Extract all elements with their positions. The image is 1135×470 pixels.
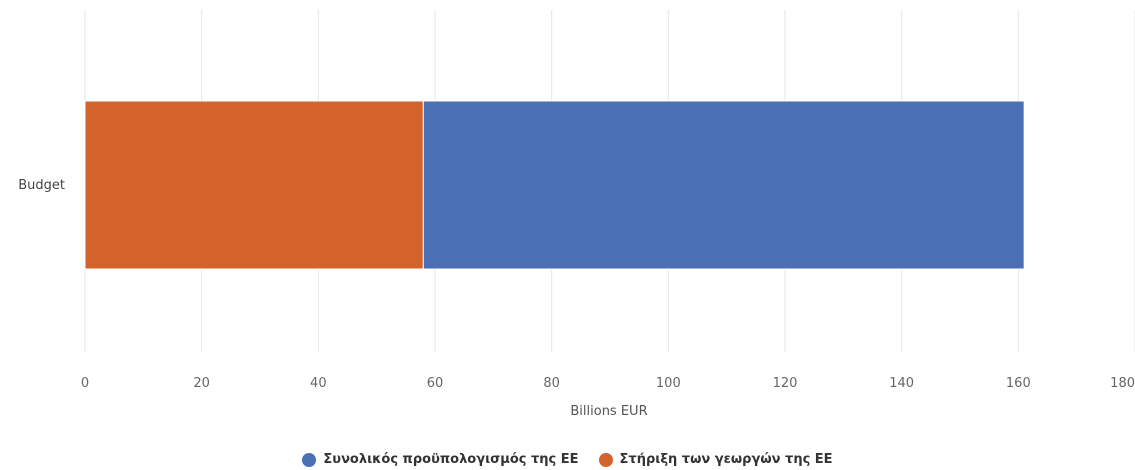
x-tick-label-120: 120 (773, 376, 798, 391)
x-axis-ticks: 0 20 40 60 80 100 120 140 160 180 (81, 376, 1135, 391)
legend-item-1[interactable]: Στήριξη των γεωργών της ΕΕ (598, 452, 833, 467)
y-axis-categories: Budget (18, 178, 65, 193)
bars (84, 100, 1025, 270)
bar-budget-series-1[interactable] (84, 100, 424, 270)
legend-item-0[interactable]: Συνολικός προϋπολογισμός της ΕΕ (302, 452, 579, 467)
x-tick-label-80: 80 (543, 376, 560, 391)
x-tick-label-20: 20 (193, 376, 210, 391)
legend-label: Στήριξη των γεωργών της ΕΕ (619, 452, 833, 467)
legend: Συνολικός προϋπολογισμός της ΕΕ Στήριξη τ… (0, 449, 1135, 470)
x-tick-label-40: 40 (310, 376, 327, 391)
x-tick-label-180: 180 (1110, 376, 1135, 391)
legend-label: Συνολικός προϋπολογισμός της ΕΕ (323, 452, 579, 467)
legend-swatch-icon (598, 452, 613, 467)
x-tick-label-140: 140 (889, 376, 914, 391)
x-axis-title: Billions EUR (570, 404, 647, 419)
legend-swatch-icon (302, 452, 317, 467)
bar-budget-series-0[interactable] (422, 100, 1025, 270)
x-tick-label-0: 0 (81, 376, 89, 391)
x-tick-label-100: 100 (656, 376, 681, 391)
x-tick-label-160: 160 (1006, 376, 1031, 391)
x-tick-label-60: 60 (427, 376, 444, 391)
y-category-label-budget: Budget (18, 178, 65, 193)
